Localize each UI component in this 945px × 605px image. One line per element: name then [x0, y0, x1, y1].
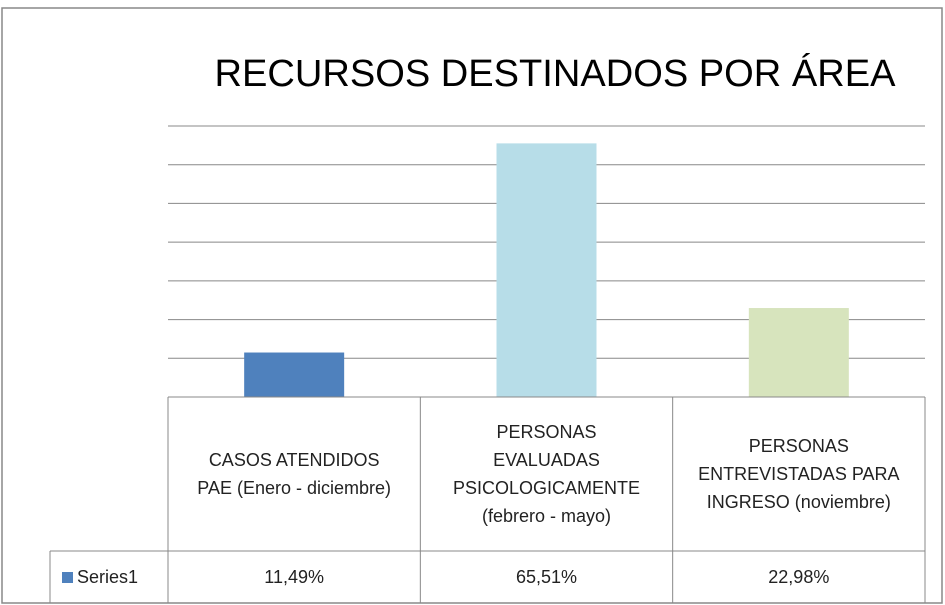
- bar: [244, 352, 345, 397]
- bar: [496, 143, 597, 397]
- chart-border: [1, 7, 943, 604]
- data-label: 22,98%: [768, 567, 830, 587]
- bar: [748, 308, 849, 397]
- category-label: PERSONAS EVALUADAS PSICOLOGICAMENTE (feb…: [452, 422, 640, 526]
- category-label: PERSONAS ENTREVISTADAS PARA INGRESO (nov…: [698, 436, 900, 512]
- category-label: CASOS ATENDIDOS PAE (Enero - diciembre): [197, 450, 392, 498]
- chart-title: RECURSOS DESTINADOS POR ÁREA: [215, 52, 897, 95]
- data-label: 65,51%: [515, 567, 578, 587]
- legend: Series1: [50, 551, 168, 603]
- legend-label: Series1: [77, 567, 139, 587]
- data-label: 11,49%: [264, 567, 325, 587]
- legend-key: [62, 571, 73, 583]
